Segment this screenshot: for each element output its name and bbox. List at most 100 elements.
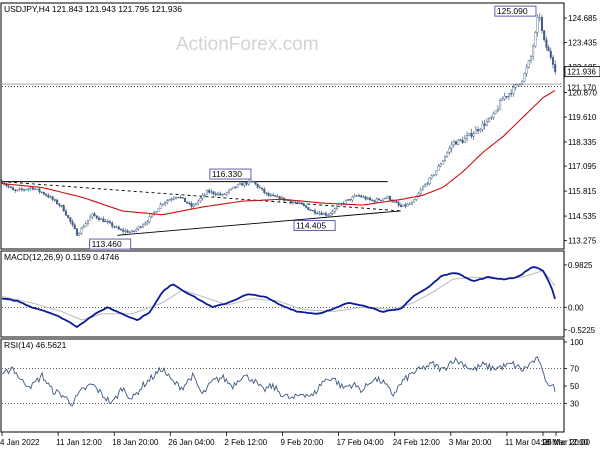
price-y-tick-label: 124.685 xyxy=(568,14,597,23)
candle-body xyxy=(166,200,169,203)
candle-body xyxy=(111,222,114,227)
candle-body xyxy=(331,211,334,214)
rsi-y-tick-label: 100 xyxy=(570,338,584,347)
candle-body xyxy=(327,214,330,217)
candle-body xyxy=(525,67,528,74)
x-tick-label: 17 Feb 04:00 xyxy=(337,438,385,447)
candle-body xyxy=(16,189,19,191)
candle-body xyxy=(538,17,541,19)
candle-body xyxy=(305,205,308,208)
candle-body xyxy=(291,201,294,203)
candle-body xyxy=(529,56,532,61)
price-y-tick-label: 118.335 xyxy=(568,138,597,147)
price-annotation-label: 114.405 xyxy=(296,221,326,231)
candle-body xyxy=(503,96,506,100)
candle-body xyxy=(95,215,98,219)
x-tick-label: 18 Mar 12:00 xyxy=(541,438,589,447)
candle-body xyxy=(424,184,427,187)
candle-body xyxy=(71,221,74,225)
candle-body xyxy=(549,50,552,58)
candle-body xyxy=(540,17,543,31)
candle-body xyxy=(490,117,493,119)
candle-body xyxy=(258,186,261,189)
candle-body xyxy=(358,195,361,197)
candle-body xyxy=(302,204,305,206)
candle-body xyxy=(353,195,356,198)
candle-body xyxy=(102,218,105,223)
candle-body xyxy=(179,196,182,199)
candle-body xyxy=(78,233,81,236)
candle-body xyxy=(230,188,233,191)
candle-body xyxy=(106,220,109,223)
candle-body xyxy=(142,224,145,228)
candle-body xyxy=(329,212,332,216)
price-annotation-label: 113.460 xyxy=(92,239,122,249)
price-annotation-box xyxy=(494,5,537,17)
macd-line xyxy=(1,266,556,329)
candle-body xyxy=(216,193,219,196)
candle-body xyxy=(432,174,435,176)
candle-body xyxy=(97,217,100,220)
candle-body xyxy=(455,141,458,145)
candle-body xyxy=(479,129,482,132)
candle-body xyxy=(402,204,405,207)
candle-body xyxy=(148,216,151,222)
candle-body xyxy=(408,203,411,205)
candle-body xyxy=(133,230,136,232)
candle-body xyxy=(223,193,226,196)
candle-body xyxy=(201,194,204,199)
candle-body xyxy=(181,197,184,199)
candle-body xyxy=(45,194,48,196)
candle-body xyxy=(406,203,409,207)
candle-body xyxy=(377,198,380,201)
candle-body xyxy=(472,133,475,137)
candle-body xyxy=(492,113,495,118)
price-ma-layer xyxy=(1,90,556,216)
candle-body xyxy=(80,227,83,234)
candle-body xyxy=(430,175,433,179)
candle-body xyxy=(488,117,491,122)
candle-body xyxy=(261,187,264,190)
price-y-tick-label: 113.275 xyxy=(568,237,597,246)
candle-body xyxy=(461,140,464,143)
x-tick-label: 25 Mar 20:00 xyxy=(543,438,591,447)
candle-body xyxy=(382,198,385,201)
watermark: ActionForex.com xyxy=(176,34,319,55)
candle-body xyxy=(190,203,193,207)
candle-body xyxy=(221,193,224,196)
candle-body xyxy=(437,165,440,171)
current-price-label: 121.936 xyxy=(567,68,596,77)
rsi-layer xyxy=(1,356,562,407)
candle-body xyxy=(100,218,103,220)
candle-body xyxy=(375,198,378,203)
candle-body xyxy=(236,183,239,188)
candle-body xyxy=(25,189,28,191)
price-annotation-label: 125.090 xyxy=(497,6,528,16)
candle-body xyxy=(477,129,480,132)
candle-body xyxy=(58,203,61,206)
candle-body xyxy=(386,195,389,199)
candle-body xyxy=(463,138,466,143)
candle-body xyxy=(60,205,63,207)
price-y-tick-label: 114.535 xyxy=(568,212,597,221)
candle-body xyxy=(7,185,10,188)
candle-body xyxy=(131,230,134,233)
ma-value-label: 121.170 xyxy=(567,84,596,93)
candle-body xyxy=(93,213,96,217)
candle-body xyxy=(474,129,477,134)
candle-body xyxy=(113,226,116,228)
x-tick-label: 2 Feb 12:00 xyxy=(224,438,267,447)
candle-body xyxy=(225,191,228,195)
candle-body xyxy=(188,203,191,205)
candle-body xyxy=(428,177,431,184)
candle-body xyxy=(296,202,299,204)
candle-body xyxy=(324,213,327,216)
candle-body xyxy=(245,182,248,185)
candle-body xyxy=(144,222,147,226)
candle-body xyxy=(300,202,303,205)
candle-body xyxy=(175,196,178,199)
price-y-axis: 124.685123.435122.185120.870119.610118.3… xyxy=(564,14,600,246)
candle-body xyxy=(108,221,111,224)
candle-body xyxy=(404,204,407,207)
candle-body xyxy=(228,189,231,193)
